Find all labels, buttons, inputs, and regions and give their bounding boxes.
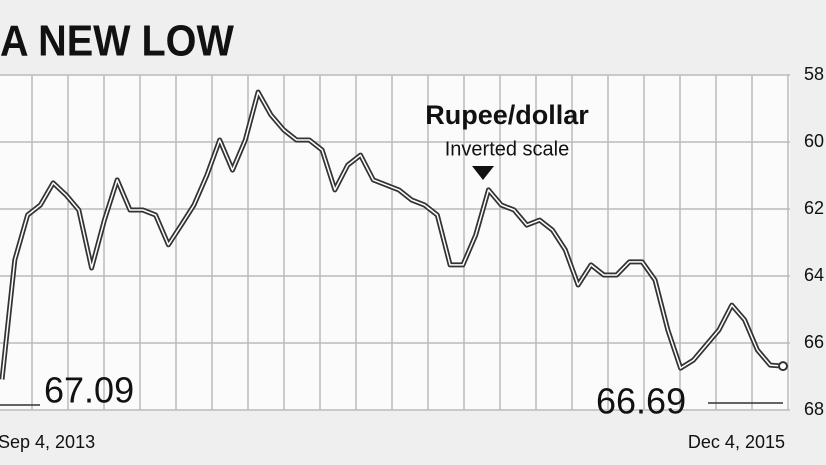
y-tick-label: 60 bbox=[804, 131, 824, 151]
y-tick-label: 62 bbox=[804, 198, 824, 218]
y-tick-label: 68 bbox=[804, 399, 824, 419]
x-tick-label: Dec 4, 2015 bbox=[688, 432, 785, 452]
chart-title: A NEW LOW bbox=[0, 16, 234, 65]
annotation: Rupee/dollar bbox=[425, 100, 589, 130]
marker-arrow bbox=[472, 166, 494, 180]
grid bbox=[0, 74, 790, 411]
x-tick-label: Sep 4, 2013 bbox=[0, 432, 95, 452]
value-annotation: 66.69 bbox=[596, 381, 686, 422]
value-annotation: 67.09 bbox=[44, 370, 134, 411]
y-tick-label: 64 bbox=[804, 265, 824, 285]
y-tick-label: 66 bbox=[804, 332, 824, 352]
plot-area bbox=[0, 75, 790, 410]
line-highlight bbox=[1, 91, 784, 380]
y-tick-label: 58 bbox=[804, 64, 824, 84]
end-point bbox=[778, 361, 788, 372]
annotation: Inverted scale bbox=[445, 138, 570, 160]
